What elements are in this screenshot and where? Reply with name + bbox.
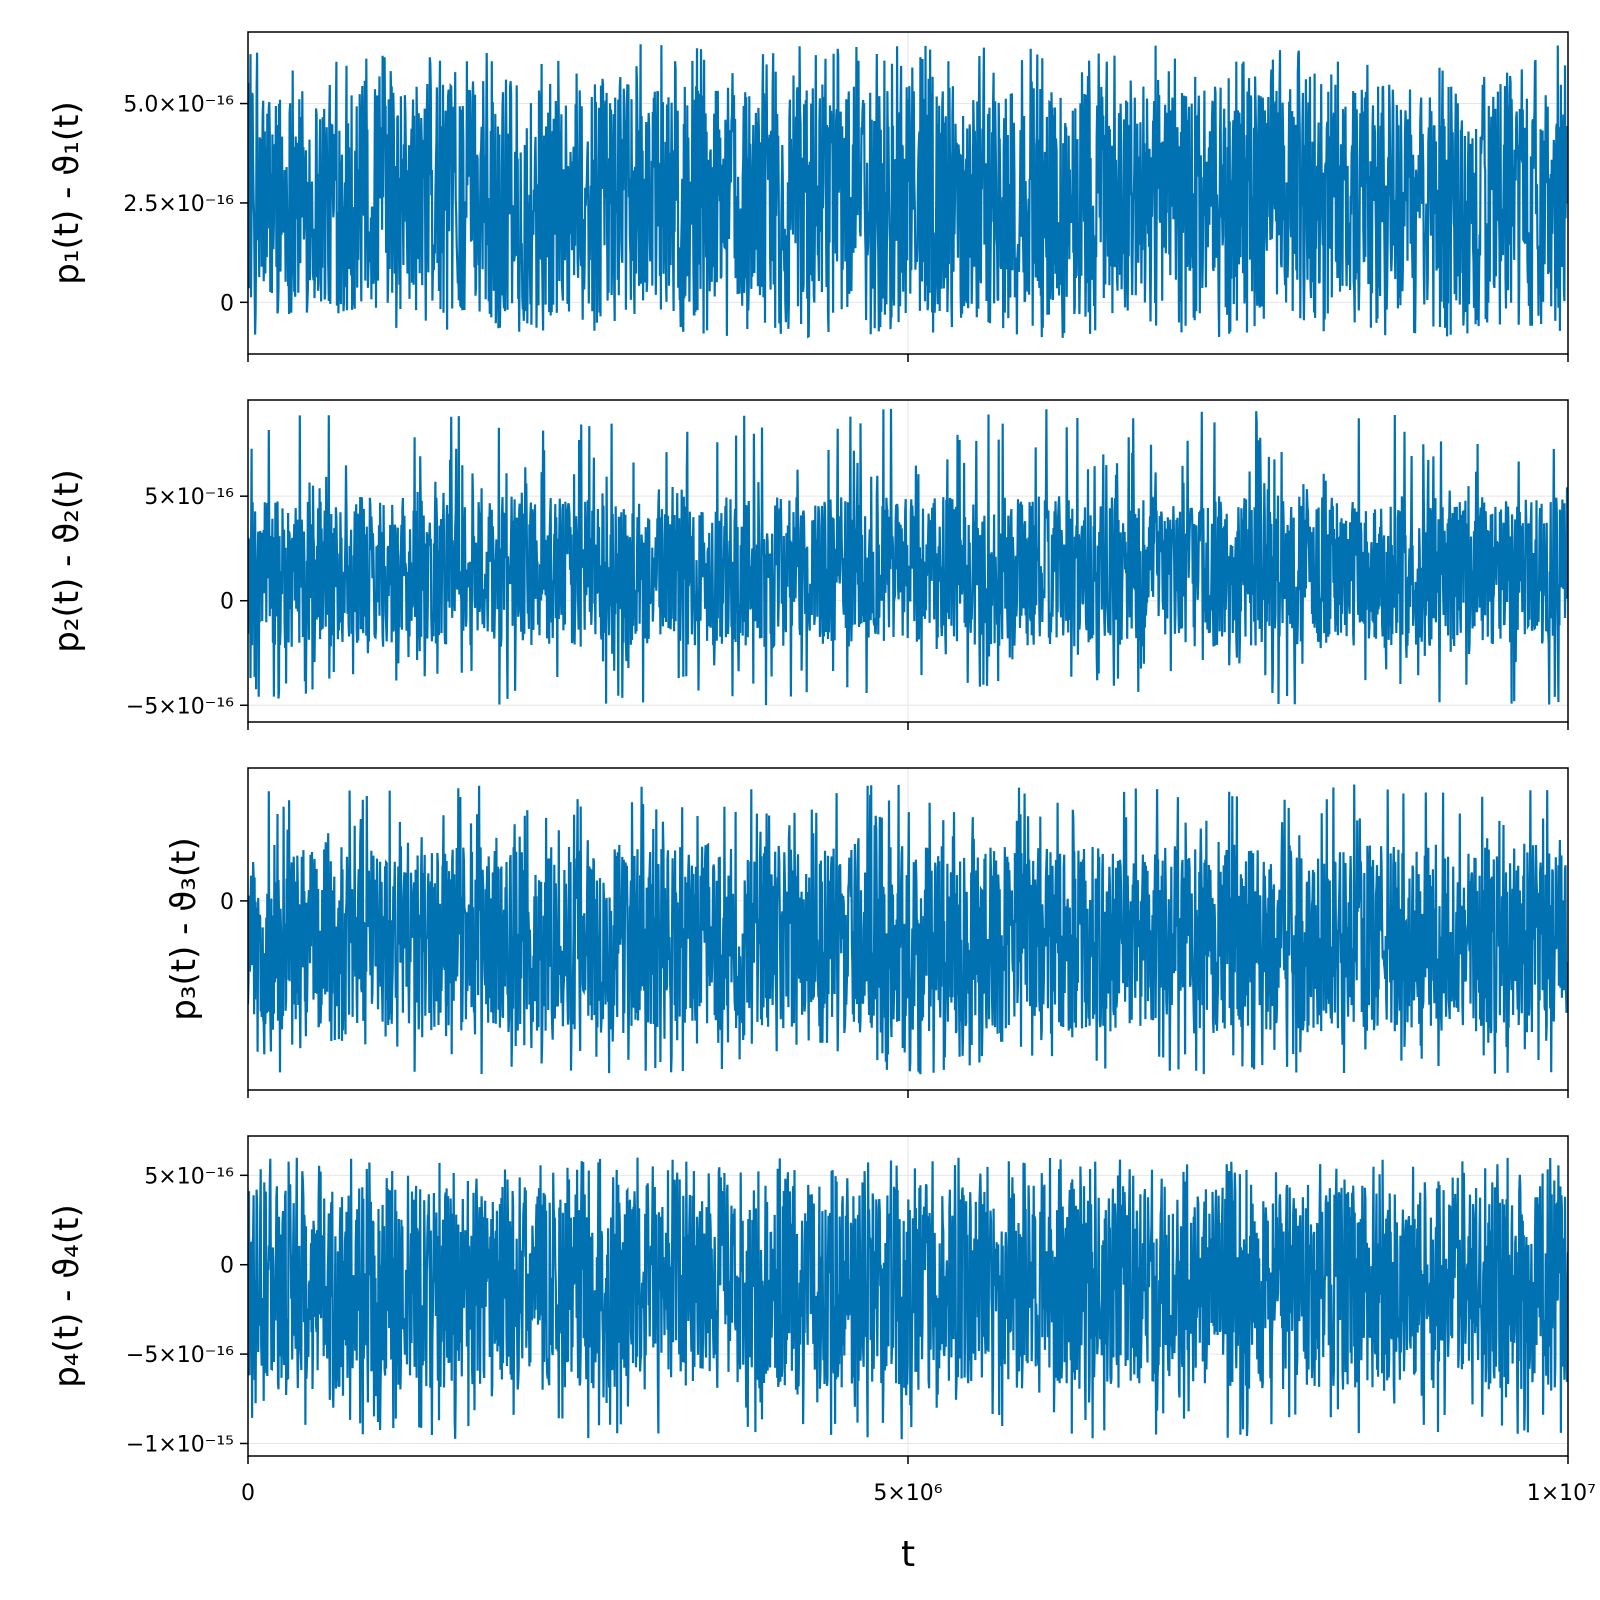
x-tick-label: 1×10⁷ (1527, 1481, 1596, 1506)
y-tick-label: 2.5×10⁻¹⁶ (123, 192, 234, 217)
y-tick-label: 0 (220, 890, 234, 915)
y-tick-label: 5×10⁻¹⁶ (144, 485, 234, 510)
panel-4: −1×10⁻¹⁵ −5×10⁻¹⁶ 0 5×10⁻¹⁶ p₄(t) - ϑ₄(t) 0 5×… (47, 1135, 1596, 1575)
x-tick-label: 5×10⁶ (873, 1481, 942, 1506)
y-tick-label: −1×10⁻¹⁵ (126, 1432, 234, 1457)
y-tick-label: 5×10⁻¹⁶ (144, 1164, 234, 1189)
panel-1: 0 2.5×10⁻¹⁶ 5.0×10⁻¹⁶ p₁(t) - ϑ₁(t) (47, 31, 1569, 362)
panel-2: −5×10⁻¹⁶ 0 5×10⁻¹⁶ p₂(t) - ϑ₂(t) (47, 399, 1569, 730)
y-axis-label: p₃(t) - ϑ₃(t) (164, 837, 204, 1021)
series-line (248, 784, 1568, 1075)
y-tick-label: 5.0×10⁻¹⁶ (123, 93, 234, 118)
y-axis-label: p₄(t) - ϑ₄(t) (47, 1204, 87, 1388)
y-tick-label: 0 (220, 590, 234, 615)
series-line (248, 44, 1568, 339)
y-axis-label: p₂(t) - ϑ₂(t) (47, 469, 87, 653)
x-axis-label: t (901, 1534, 915, 1575)
y-tick-label: −5×10⁻¹⁶ (126, 1343, 234, 1368)
y-tick-label: 0 (220, 1254, 234, 1279)
panel-3: 0 p₃(t) - ϑ₃(t) (164, 767, 1569, 1098)
y-axis-label: p₁(t) - ϑ₁(t) (47, 101, 87, 285)
series-line (248, 1157, 1568, 1440)
series-line (248, 408, 1568, 706)
x-tick-label: 0 (241, 1481, 255, 1506)
y-tick-label: 0 (220, 291, 234, 316)
y-tick-label: −5×10⁻¹⁶ (126, 694, 234, 719)
